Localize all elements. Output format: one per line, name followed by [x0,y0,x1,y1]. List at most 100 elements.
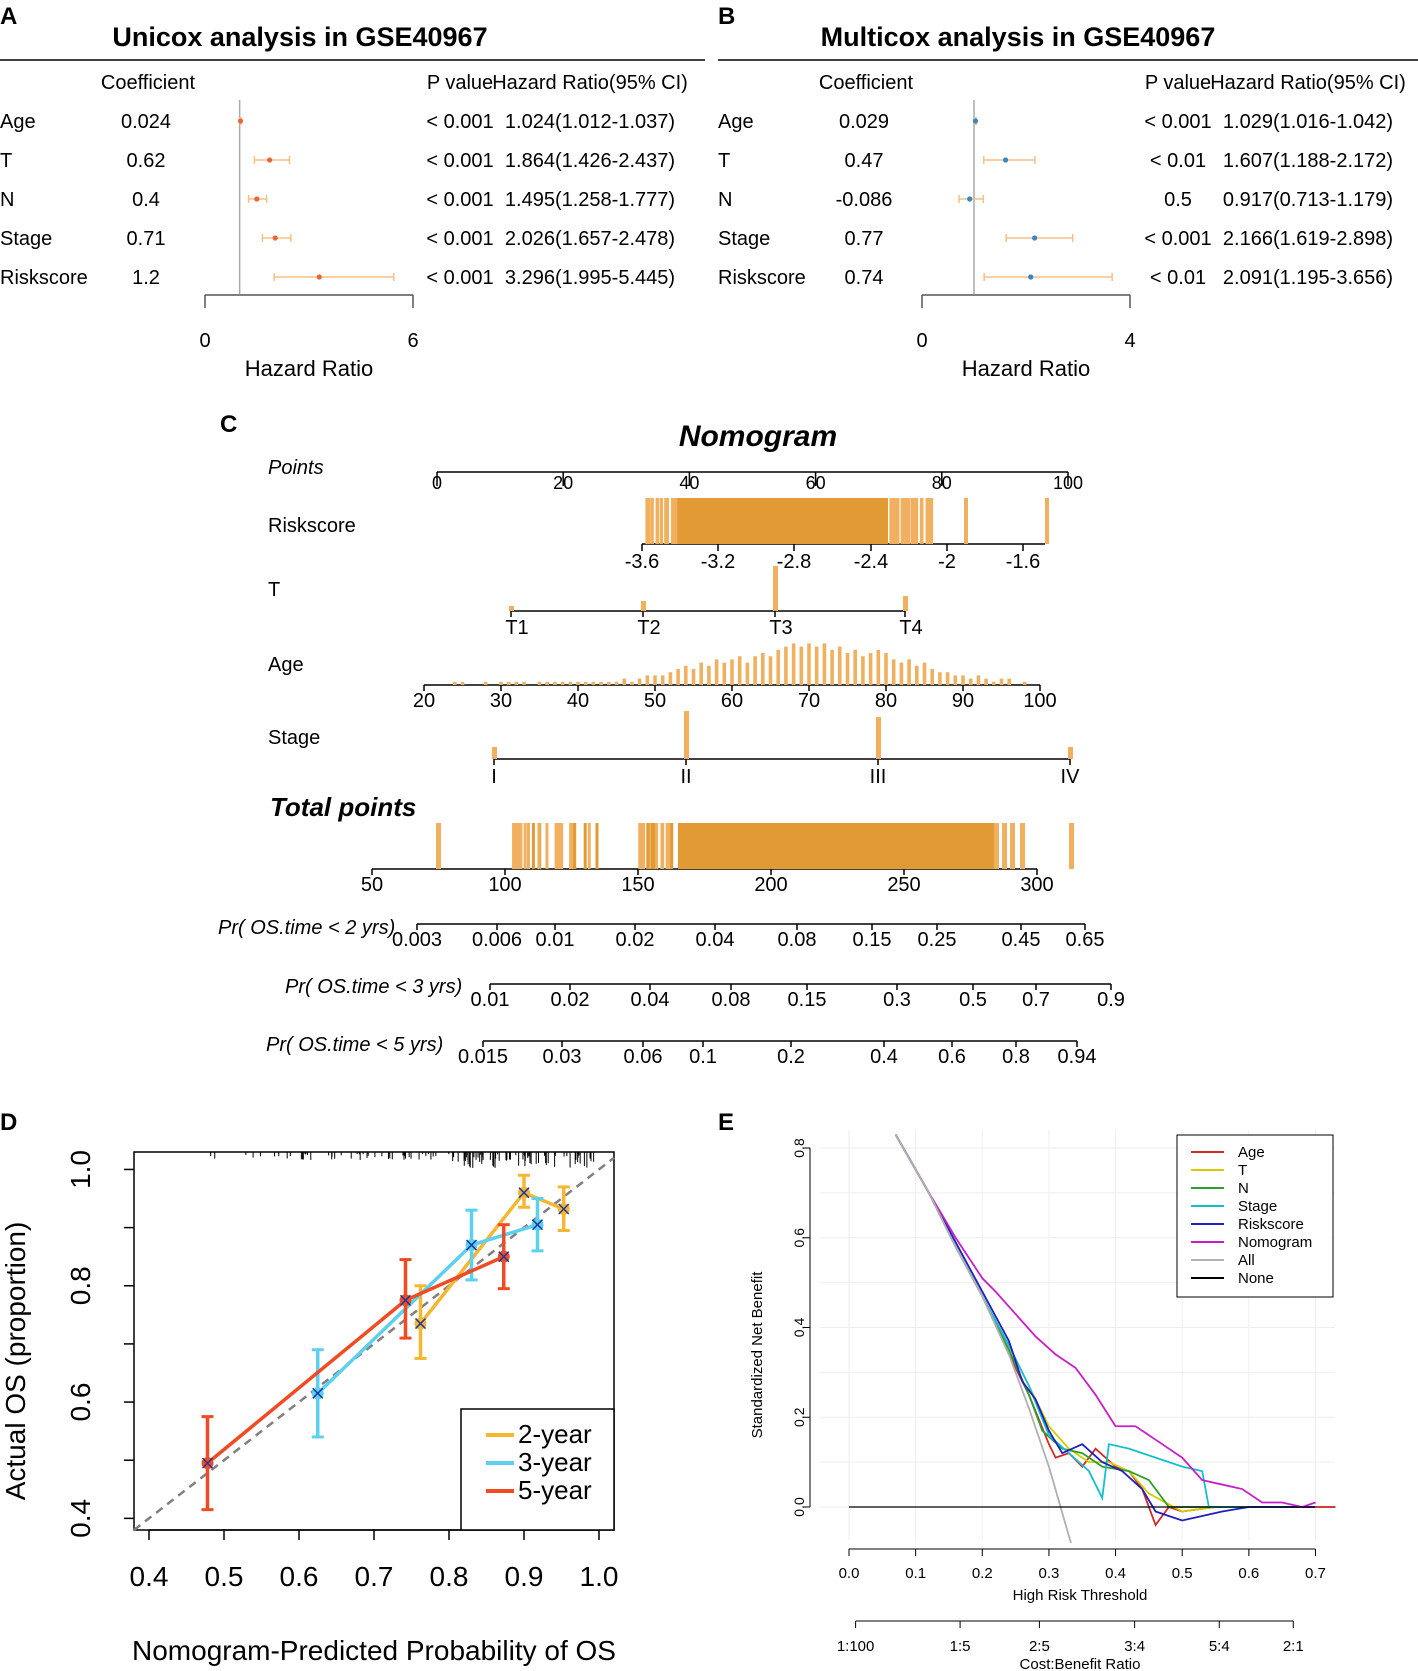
points-tick-label: 80 [932,473,952,493]
age-count-bar [553,681,557,685]
total-points-bar [512,823,516,869]
age-count-bar [930,669,934,685]
total-points-bar [583,823,587,869]
riskscore-bar [930,498,934,544]
row-hazard-ratio: 1.029(1.016-1.042) [1223,111,1393,133]
age-count-bar [660,675,665,685]
x-axis-label: Hazard Ratio [245,356,373,381]
age-count-bar [684,665,688,685]
age-count-bar [791,643,796,685]
row-coefficient: 0.71 [127,228,166,250]
age-count-bar [968,678,973,685]
legend-box [460,1408,615,1531]
x-tick-label: 6 [407,330,418,352]
pr3yr-label: Pr( OS.time < 3 yrs) [285,976,462,998]
age-tick-label: 30 [490,690,512,712]
stage-level-label: I [491,766,497,788]
cost-benefit-tick-label: 1:5 [950,1638,971,1655]
x-tick-label: 0.9 [505,1561,544,1592]
pr5yr-label: Pr( OS.time < 5 yrs) [266,1034,443,1056]
pr5yr-tick-label: 0.06 [624,1046,663,1068]
pr3yr-tick-label: 0.5 [959,989,987,1011]
x-tick-label: 0.1 [905,1565,926,1582]
riskscore-bar [673,498,677,544]
row-label: Riskscore [718,267,806,289]
pr2yr-tick-label: 0.006 [472,929,522,951]
row-p-value: < 0.001 [426,111,493,133]
hazard-ratio-point [267,157,273,163]
row-hazard-ratio: 2.091(1.195-3.656) [1223,267,1393,289]
age-count-bar [907,659,911,685]
legend-label: 3-year [518,1447,592,1477]
panel-label-d: D [0,1109,17,1136]
row-hazard-ratio: 1.024(1.012-1.037) [505,111,675,133]
x-tick-label: 0.4 [130,1561,169,1592]
riskscore-bar [927,498,931,544]
pr5yr-tick-label: 0.2 [777,1046,805,1068]
total-points-tick-label: 300 [1020,874,1053,896]
pr3yr-tick-label: 0.02 [551,989,590,1011]
stage-level-label: III [870,766,887,788]
age-count-bar [583,681,588,685]
total-points-bar [537,823,541,869]
total-points-bar [642,823,646,869]
riskscore-bar [925,498,929,544]
row-label: T [718,150,730,172]
total-points-density-block [678,823,994,869]
x-axis-label: Hazard Ratio [962,356,1090,381]
y-tick-label: 0.2 [791,1407,807,1427]
age-count-bar [607,681,611,685]
x-tick-label: 0.6 [1238,1565,1259,1582]
T-count-bar [641,601,646,611]
age-count-bar [922,662,927,685]
x-tick-label: 0.7 [1305,1565,1326,1582]
total-points-tick-label: 50 [361,874,383,896]
observed-marker [201,1457,214,1469]
observed-marker [531,1219,544,1231]
cost-benefit-tick-label: 2:5 [1029,1638,1050,1655]
x-tick-label: 0.3 [1038,1565,1059,1582]
age-tick-label: 80 [875,690,897,712]
row-p-value: < 0.001 [426,189,493,211]
row-coefficient: 0.4 [132,189,160,211]
age-count-bar [483,681,488,685]
age-count-bar [614,681,619,685]
riskscore-tick-label: -2.8 [777,551,811,573]
x-tick-label: 1.0 [580,1561,619,1592]
row-coefficient: 0.029 [839,111,889,133]
age-count-bar [992,681,996,685]
total-points-bar [587,823,591,869]
total-points-tick-label: 200 [754,874,787,896]
total-points-bar [436,823,441,869]
age-count-bar [999,678,1004,685]
T-level-label: T4 [899,617,922,639]
riskscore-tick-label: -3.2 [701,551,735,573]
nomogram-title: Nomogram [679,420,837,453]
legend-label: None [1238,1270,1274,1287]
age-count-bar [668,672,673,685]
age-tick-label: 40 [567,690,589,712]
age-count-bar [514,681,519,685]
age-count-bar [814,646,819,685]
riskscore-bar [645,498,649,544]
T-level-label: T2 [637,617,660,639]
legend-label: Stage [1238,1198,1277,1215]
header-hazard-ratio: Hazard Ratio(95% CI) [1210,72,1406,94]
row-label: Stage [718,228,770,250]
T-count-bar [773,566,778,611]
pr2yr-tick-label: 0.04 [696,929,735,951]
age-tick-label: 90 [952,690,974,712]
age-count-bar [884,653,888,685]
age-count-bar [853,649,857,685]
observed-marker [399,1294,412,1306]
row-coefficient: 0.62 [127,150,166,172]
curve-Nomogram [894,1134,1316,1508]
x-tick-label: 0 [916,330,927,352]
row-hazard-ratio: 0.917(0.713-1.179) [1223,189,1393,211]
cost-benefit-tick-label: 2:1 [1283,1638,1304,1655]
pr3yr-tick-label: 0.9 [1097,989,1125,1011]
age-count-bar [838,646,842,685]
age-count-bar [891,659,896,685]
pr2yr-tick-label: 0.65 [1066,929,1105,951]
riskscore-bar [915,498,919,544]
